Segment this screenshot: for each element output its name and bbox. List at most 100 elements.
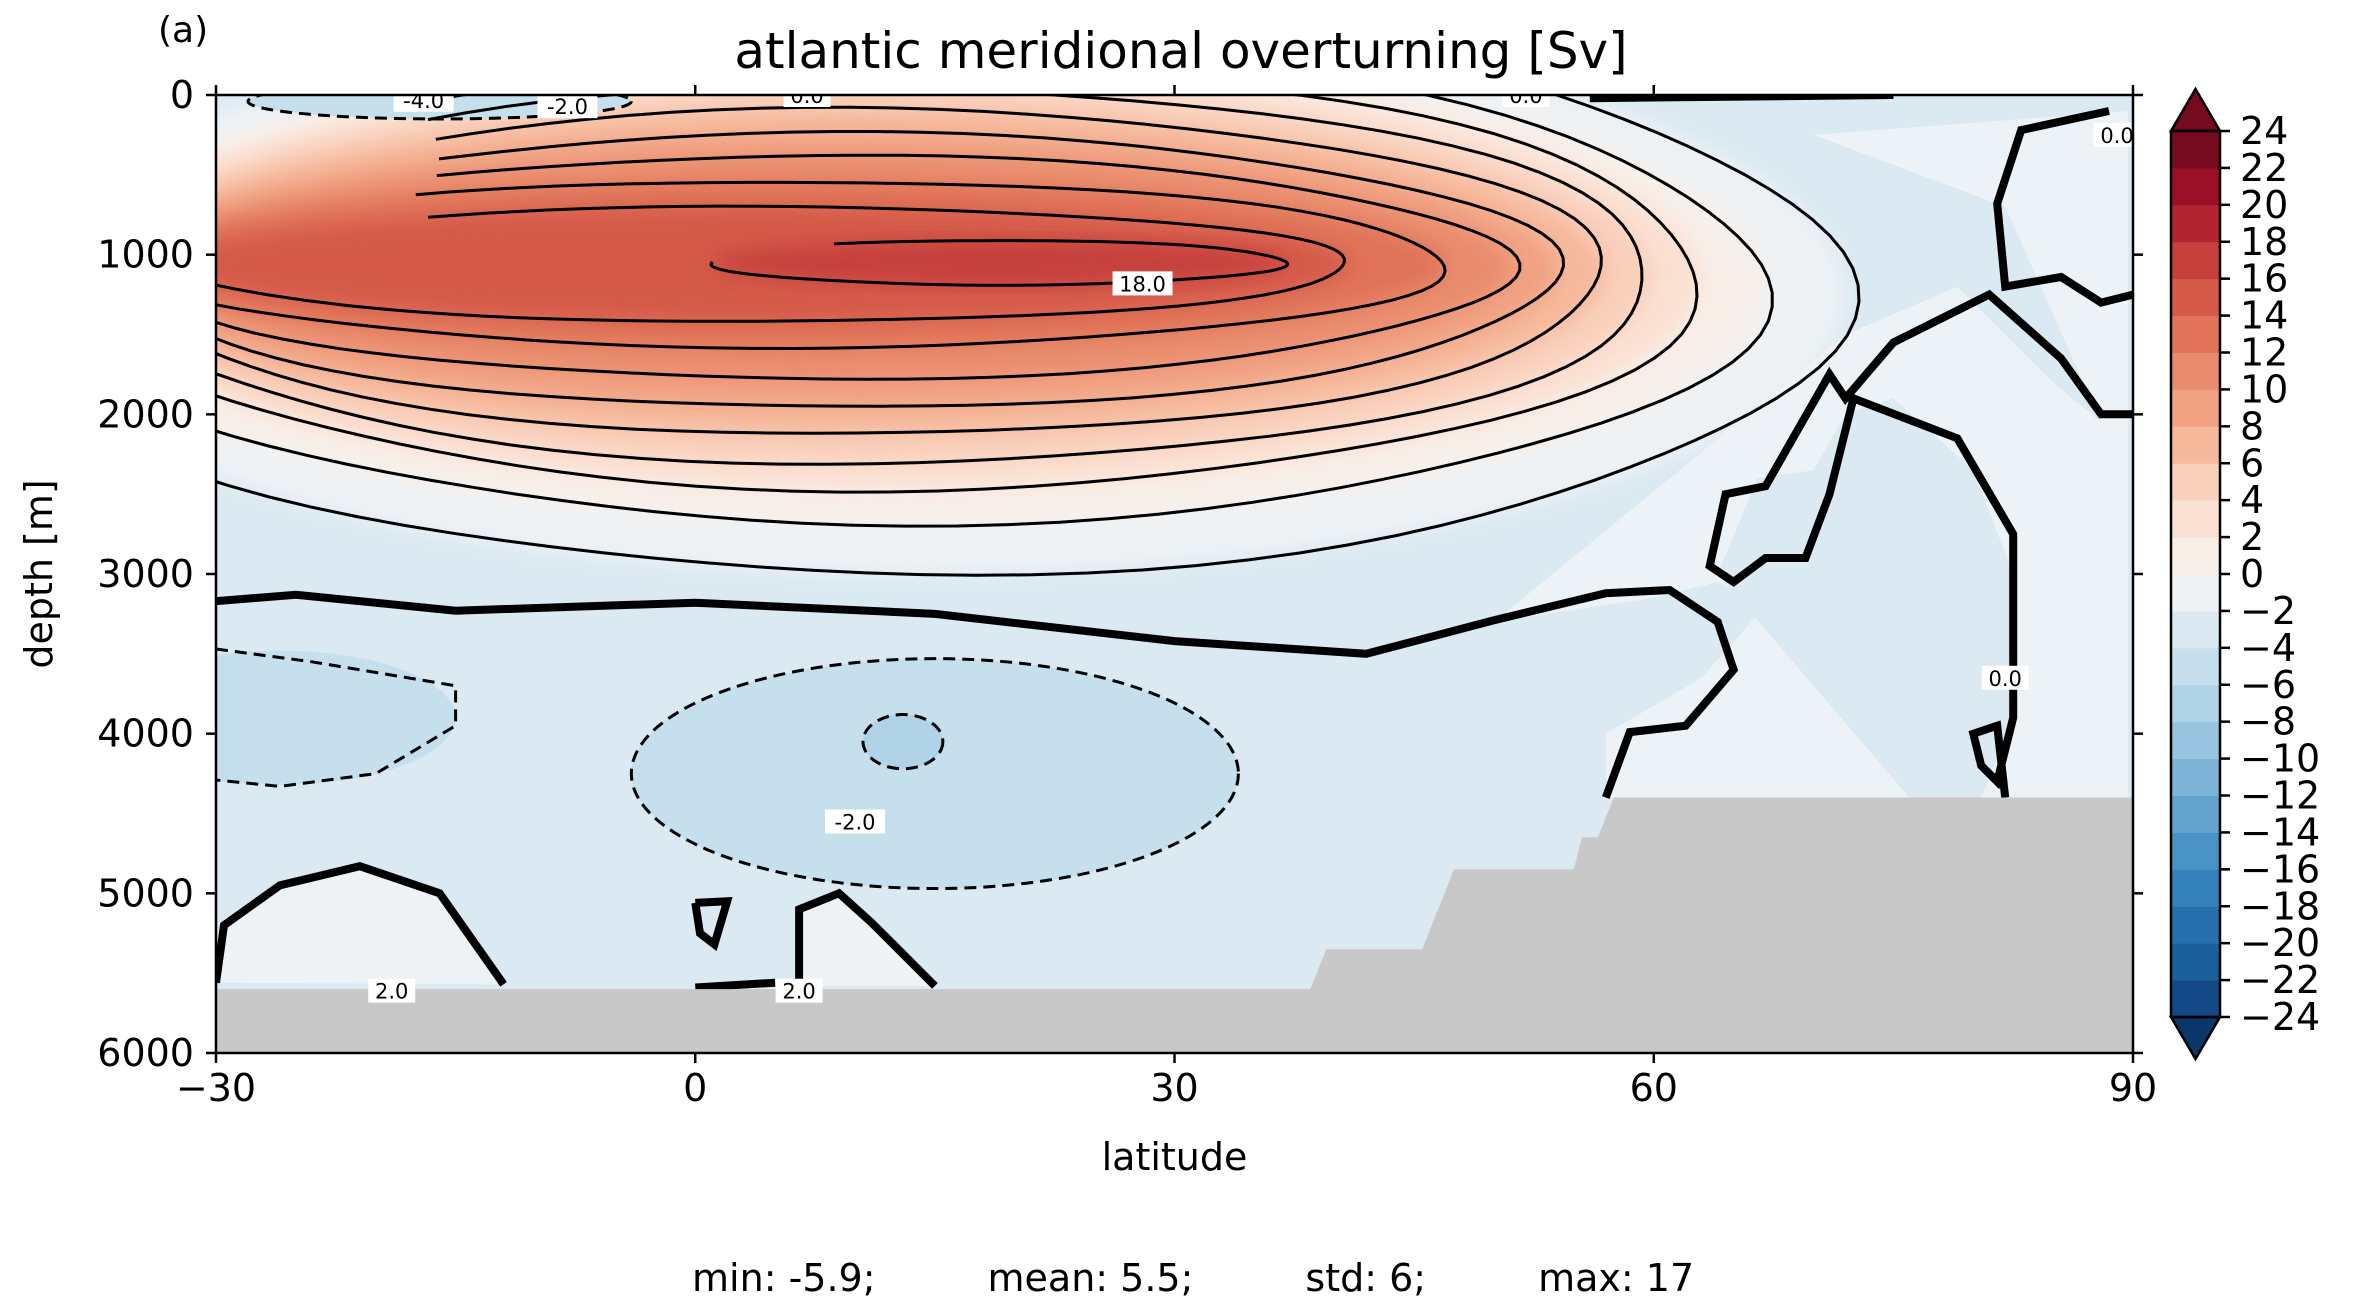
contour-label-7: 0.0 xyxy=(1981,665,2029,691)
bottom-patch-south xyxy=(216,866,504,985)
colorbar-segment xyxy=(2171,167,2220,206)
contour-pos-8 xyxy=(216,204,1346,323)
bottom-patch-central xyxy=(799,893,935,986)
y-tick-label: 1000 xyxy=(97,233,194,277)
colorbar-tick-label: 2 xyxy=(2240,515,2264,559)
colorbar-segment xyxy=(2171,426,2220,464)
y-tick-label: 6000 xyxy=(97,1031,194,1075)
colorbar-tick-label: −12 xyxy=(2240,774,2320,818)
colorbar-tick-label: 24 xyxy=(2240,109,2288,153)
x-tick-label: 30 xyxy=(1150,1066,1198,1110)
y-tick-label: 2000 xyxy=(97,392,194,436)
contour-label-bg xyxy=(393,95,454,112)
colorbar-segment xyxy=(2171,278,2220,317)
contour-pos-5 xyxy=(216,130,1566,408)
colorbar-tick-label: −18 xyxy=(2240,884,2320,928)
colorbar-segment xyxy=(2171,980,2220,1018)
contour-pos-3 xyxy=(216,95,1644,466)
stats-line: min: -5.9; mean: 5.5; std: 6; max: 17 xyxy=(0,1212,2362,1300)
colorbar-tick-label: 4 xyxy=(2240,478,2264,522)
contour-pos-6 xyxy=(216,153,1522,381)
contour-label-bg xyxy=(537,95,598,119)
contour-zero-main xyxy=(216,585,1739,799)
contour-label-text: 0.0 xyxy=(2100,124,2133,148)
contour-label-4: 0.0 xyxy=(2093,122,2133,148)
contour-neg-central xyxy=(629,657,1240,891)
contour-label-bg xyxy=(825,809,885,834)
colorbar-tick-label: 6 xyxy=(2240,441,2264,485)
colorbar-tick-label: 20 xyxy=(2240,183,2288,227)
contour-label-bg xyxy=(2093,122,2133,147)
x-tick-label: 0 xyxy=(683,1066,707,1110)
x-tick-label: −30 xyxy=(176,1066,256,1110)
colorbar-tick-label: −2 xyxy=(2240,589,2296,633)
contour-pos-0 xyxy=(216,95,1861,577)
contour-label-text: 18.0 xyxy=(1119,272,1166,296)
colorbar-segment xyxy=(2171,832,2220,870)
colorbar-segment xyxy=(2171,204,2220,243)
panel-label: (a) xyxy=(158,10,209,51)
colorbar-segment xyxy=(2171,943,2220,981)
colorbar-segment xyxy=(2171,647,2220,686)
contour-label-text: 2.0 xyxy=(782,980,815,1004)
contour-pos-1 xyxy=(216,95,1774,528)
colorbar-segment xyxy=(2171,352,2220,390)
colorbar-segment xyxy=(2171,795,2220,833)
contour-label-text: 0.0 xyxy=(1509,84,1542,108)
contour-label-8: 2.0 xyxy=(368,978,416,1004)
colorbar-tick-label: −16 xyxy=(2240,847,2320,891)
colorbar-tick-label: 16 xyxy=(2240,257,2288,301)
contour-zero-north1 xyxy=(1993,107,2133,307)
colorbar-segment xyxy=(2171,315,2220,353)
y-tick-label: 3000 xyxy=(97,552,194,596)
colorbar-segment xyxy=(2171,389,2220,427)
colorbar-segment xyxy=(2171,241,2220,280)
contour-zero-central xyxy=(795,888,938,989)
y-tick-label: 4000 xyxy=(97,712,194,756)
contour-label-text: -2.0 xyxy=(835,810,876,834)
colorbar-tick-label: −22 xyxy=(2240,958,2320,1002)
colorbar-extend-bottom xyxy=(2168,1015,2223,1062)
bathymetry-mask xyxy=(216,797,2133,1053)
contour-zero-south xyxy=(216,862,507,987)
colorbar-tick-label: 8 xyxy=(2240,404,2264,448)
x-axis-label: latitude xyxy=(1102,1135,1248,1179)
contour-label-text: 0.0 xyxy=(790,84,823,108)
contour-label-text: 2.0 xyxy=(375,980,408,1004)
colorbar-segment xyxy=(2171,537,2220,575)
axes: −30 0 30 60 90 0 1000 2000 3000 4000 5000 6000 latit… xyxy=(17,73,2157,1179)
contour-label-bg xyxy=(775,978,823,1003)
contour-neg-surface xyxy=(246,95,633,121)
contour-label-text: -2.0 xyxy=(547,95,588,119)
contour-pos-7 xyxy=(216,180,1447,351)
contour-zero-island xyxy=(691,897,733,952)
overturning-chart: -4.0 -2.0 0.0 0.0 0.0 18.0 -2.0 0.0 2.0 2.0 −30 0 3… xyxy=(17,73,2320,1179)
colorbar-tick-label: 18 xyxy=(2240,220,2288,264)
colorbar-segment xyxy=(2171,684,2220,723)
plot-area: -4.0 -2.0 0.0 0.0 0.0 18.0 -2.0 0.0 2.0 2.0 xyxy=(216,84,2133,1053)
colorbar-tick-label: −20 xyxy=(2240,921,2320,965)
contour-pos-9 xyxy=(709,239,1290,287)
colorbar-tick-label: −8 xyxy=(2240,700,2296,744)
colorbar-tick-label: −14 xyxy=(2240,810,2320,854)
north-negative-patch xyxy=(1717,398,2014,798)
contour-label-5: 18.0 xyxy=(1112,271,1173,296)
y-axis-label: depth [m] xyxy=(17,479,61,668)
colorbar-extend-top xyxy=(2168,86,2223,133)
colorbar-segment xyxy=(2171,906,2220,944)
colorbar-segment xyxy=(2171,500,2220,538)
colorbar: 242220181614121086420−2−4−6−8−10−12−14−1… xyxy=(2168,86,2320,1062)
contour-label-bg xyxy=(783,95,831,107)
deep-cell-south xyxy=(216,650,456,785)
contour-label-bg xyxy=(1981,665,2029,690)
contour-label-bg xyxy=(1112,271,1173,296)
contour-neg-core xyxy=(861,713,945,771)
y-tick-label: 0 xyxy=(170,73,194,117)
colorbar-segment xyxy=(2171,721,2220,760)
colorbar-segment xyxy=(2171,574,2220,612)
colorbar-tick-label: −4 xyxy=(2240,626,2296,670)
contour-label-6: -2.0 xyxy=(825,809,885,834)
contour-neg-south xyxy=(216,647,458,788)
contour-pos-2 xyxy=(216,95,1699,494)
contour-zero-north2 xyxy=(1705,289,2133,798)
